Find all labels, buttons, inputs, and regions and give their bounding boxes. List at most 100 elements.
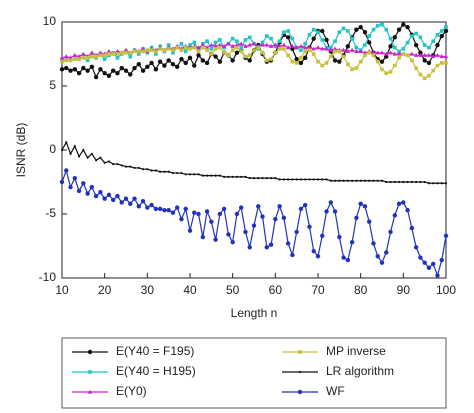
- marker: [90, 54, 94, 59]
- marker: [320, 28, 325, 34]
- marker: [286, 29, 290, 33]
- marker: [204, 45, 210, 50]
- marker: [166, 58, 171, 63]
- marker: [299, 178, 303, 181]
- marker: [149, 60, 154, 66]
- marker: [290, 43, 295, 48]
- marker: [410, 34, 414, 38]
- marker: [209, 42, 214, 47]
- marker: [444, 25, 448, 29]
- marker: [439, 29, 444, 33]
- marker: [171, 171, 175, 175]
- marker: [166, 47, 171, 51]
- marker: [89, 184, 95, 190]
- marker: [221, 206, 227, 212]
- marker: [375, 50, 380, 55]
- marker: [414, 31, 418, 36]
- marker: [379, 260, 385, 265]
- marker: [358, 201, 363, 206]
- marker: [281, 42, 287, 47]
- marker: [90, 152, 93, 155]
- marker: [64, 58, 69, 63]
- marker: [371, 50, 376, 55]
- marker: [346, 179, 349, 182]
- marker: [115, 52, 120, 56]
- marker: [256, 204, 261, 209]
- marker: [427, 73, 431, 78]
- marker: [85, 56, 90, 60]
- marker: [115, 56, 120, 60]
- marker: [129, 165, 132, 168]
- marker: [137, 52, 141, 56]
- marker: [264, 42, 269, 47]
- x-tick-label: 80: [354, 283, 368, 297]
- legend-label: E(Y40 = F195): [116, 344, 194, 358]
- marker: [128, 54, 133, 59]
- x-tick-label: 100: [436, 283, 456, 297]
- marker: [132, 65, 137, 71]
- marker: [226, 41, 231, 46]
- marker: [315, 45, 321, 50]
- marker: [439, 33, 444, 39]
- marker: [435, 42, 440, 48]
- y-axis-label: ISNR (dB): [14, 123, 28, 178]
- marker: [149, 202, 154, 208]
- marker: [128, 201, 133, 206]
- marker: [388, 70, 393, 74]
- marker: [107, 160, 111, 163]
- marker: [145, 205, 150, 210]
- marker: [205, 39, 209, 43]
- marker: [222, 50, 226, 55]
- y-tick-label: 5: [49, 78, 56, 92]
- marker: [328, 200, 333, 205]
- marker: [183, 60, 188, 66]
- marker: [201, 45, 205, 50]
- marker: [440, 182, 443, 185]
- y-tick-label: -5: [45, 206, 56, 220]
- marker: [410, 58, 414, 63]
- marker: [106, 73, 112, 78]
- marker: [223, 175, 226, 178]
- marker: [367, 219, 372, 224]
- marker: [436, 182, 439, 185]
- marker: [85, 58, 90, 63]
- marker: [443, 54, 449, 59]
- x-tick-label: 60: [269, 283, 283, 297]
- marker: [282, 47, 286, 51]
- marker: [166, 207, 171, 213]
- marker: [81, 181, 86, 186]
- marker: [422, 260, 427, 265]
- marker: [426, 265, 432, 270]
- marker: [230, 43, 235, 48]
- marker: [418, 255, 423, 260]
- marker: [388, 229, 393, 235]
- marker: [371, 27, 376, 32]
- marker: [303, 49, 307, 54]
- marker: [69, 152, 72, 155]
- marker: [439, 54, 444, 59]
- marker: [286, 53, 290, 58]
- marker: [102, 57, 107, 61]
- marker: [265, 177, 268, 180]
- marker: [431, 261, 436, 267]
- marker: [213, 237, 218, 242]
- marker: [367, 34, 371, 38]
- marker: [106, 192, 112, 197]
- marker: [179, 56, 184, 62]
- marker: [64, 168, 69, 173]
- marker: [311, 46, 316, 51]
- marker: [282, 178, 285, 181]
- marker: [307, 45, 312, 50]
- marker: [193, 173, 196, 176]
- marker: [324, 209, 329, 214]
- marker: [200, 234, 205, 240]
- marker: [115, 193, 120, 199]
- marker: [371, 241, 376, 246]
- marker: [422, 43, 427, 47]
- marker: [154, 52, 158, 56]
- marker: [320, 46, 325, 51]
- marker: [281, 215, 287, 221]
- marker: [218, 45, 222, 50]
- marker: [320, 233, 325, 238]
- marker: [397, 180, 401, 184]
